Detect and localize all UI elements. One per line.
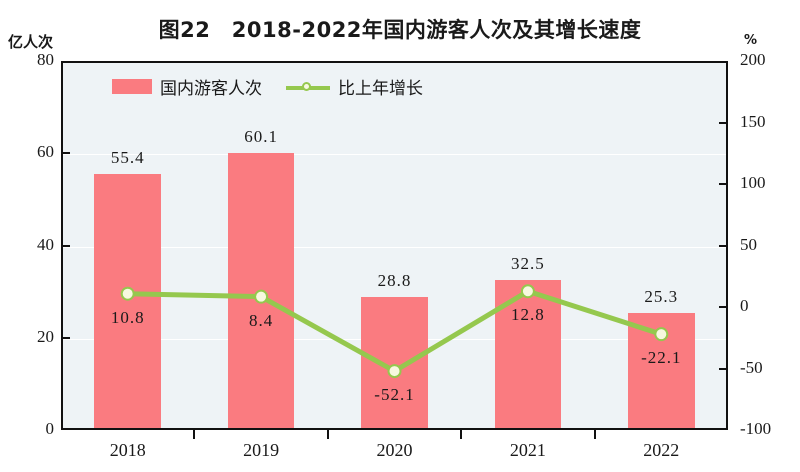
y-tick-mark-left [61, 244, 70, 247]
chart-legend: 国内游客人次 比上年增长 [112, 74, 423, 99]
y-tick-label-left: 60 [37, 142, 54, 162]
x-tick-mark [593, 430, 596, 439]
y-tick-label-right: 200 [740, 50, 766, 69]
y-tick-label-right: 0 [740, 296, 749, 315]
x-tick-label: 2020 [376, 440, 413, 460]
x-tick-label: 2019 [243, 440, 280, 460]
y-tick-mark-right [719, 367, 728, 370]
legend-item-bar[interactable]: 国内游客人次 [112, 74, 262, 99]
line-marker-icon [286, 80, 330, 94]
bar-value-label: 28.8 [377, 271, 412, 291]
left-axis-unit-label: 亿人次 [8, 33, 54, 51]
right-axis-unit-label: % [744, 33, 758, 48]
y-tick-mark-right [719, 183, 728, 185]
y-tick-mark-right [719, 306, 728, 308]
y-tick-label-right: 100 [740, 173, 766, 192]
line-value-label: 8.4 [248, 310, 274, 330]
y-tick-label-left: 0 [45, 419, 55, 438]
bar-value-label: 55.4 [110, 148, 145, 168]
y-tick-mark-right [719, 121, 728, 124]
bar [227, 152, 295, 428]
bar-value-label: 60.1 [244, 126, 278, 146]
y-tick-label-right: -100 [740, 419, 772, 438]
line-value-label: 12.8 [511, 305, 545, 325]
y-tick-mark-right [719, 244, 728, 247]
bar-value-label: 32.5 [511, 254, 545, 274]
bar [494, 280, 562, 428]
line-value-label: -52.1 [374, 385, 415, 405]
x-tick-label: 2018 [109, 440, 146, 460]
legend-label-bar: 国内游客人次 [160, 79, 262, 99]
y-tick-label-left: 80 [37, 50, 54, 69]
x-tick-mark [326, 430, 329, 439]
bar-value-label: 25.3 [644, 287, 679, 307]
bar [627, 313, 695, 428]
gridline [63, 246, 726, 248]
x-tick-label: 2022 [643, 440, 680, 460]
gridline [63, 154, 726, 156]
line-value-label: -22.1 [641, 348, 682, 368]
y-tick-mark-left [61, 152, 70, 155]
x-tick-mark [193, 430, 196, 439]
y-tick-label-left: 20 [37, 326, 54, 346]
y-tick-mark-left [61, 336, 70, 339]
line-value-label: 10.8 [110, 307, 145, 327]
bar [94, 174, 162, 428]
y-tick-label-right: 150 [740, 111, 766, 131]
bar [361, 297, 428, 428]
y-tick-label-right: 50 [740, 234, 757, 254]
legend-item-line[interactable]: 比上年增长 [286, 74, 423, 99]
y-tick-label-left: 40 [37, 234, 54, 254]
legend-label-line: 比上年增长 [338, 79, 423, 99]
x-tick-label: 2021 [509, 440, 546, 460]
x-tick-mark [460, 430, 463, 439]
chart-title: 图22 2018-2022年国内游客人次及其增长速度 [158, 18, 642, 42]
bar-swatch-icon [112, 79, 152, 94]
y-tick-label-right: -50 [740, 357, 763, 377]
